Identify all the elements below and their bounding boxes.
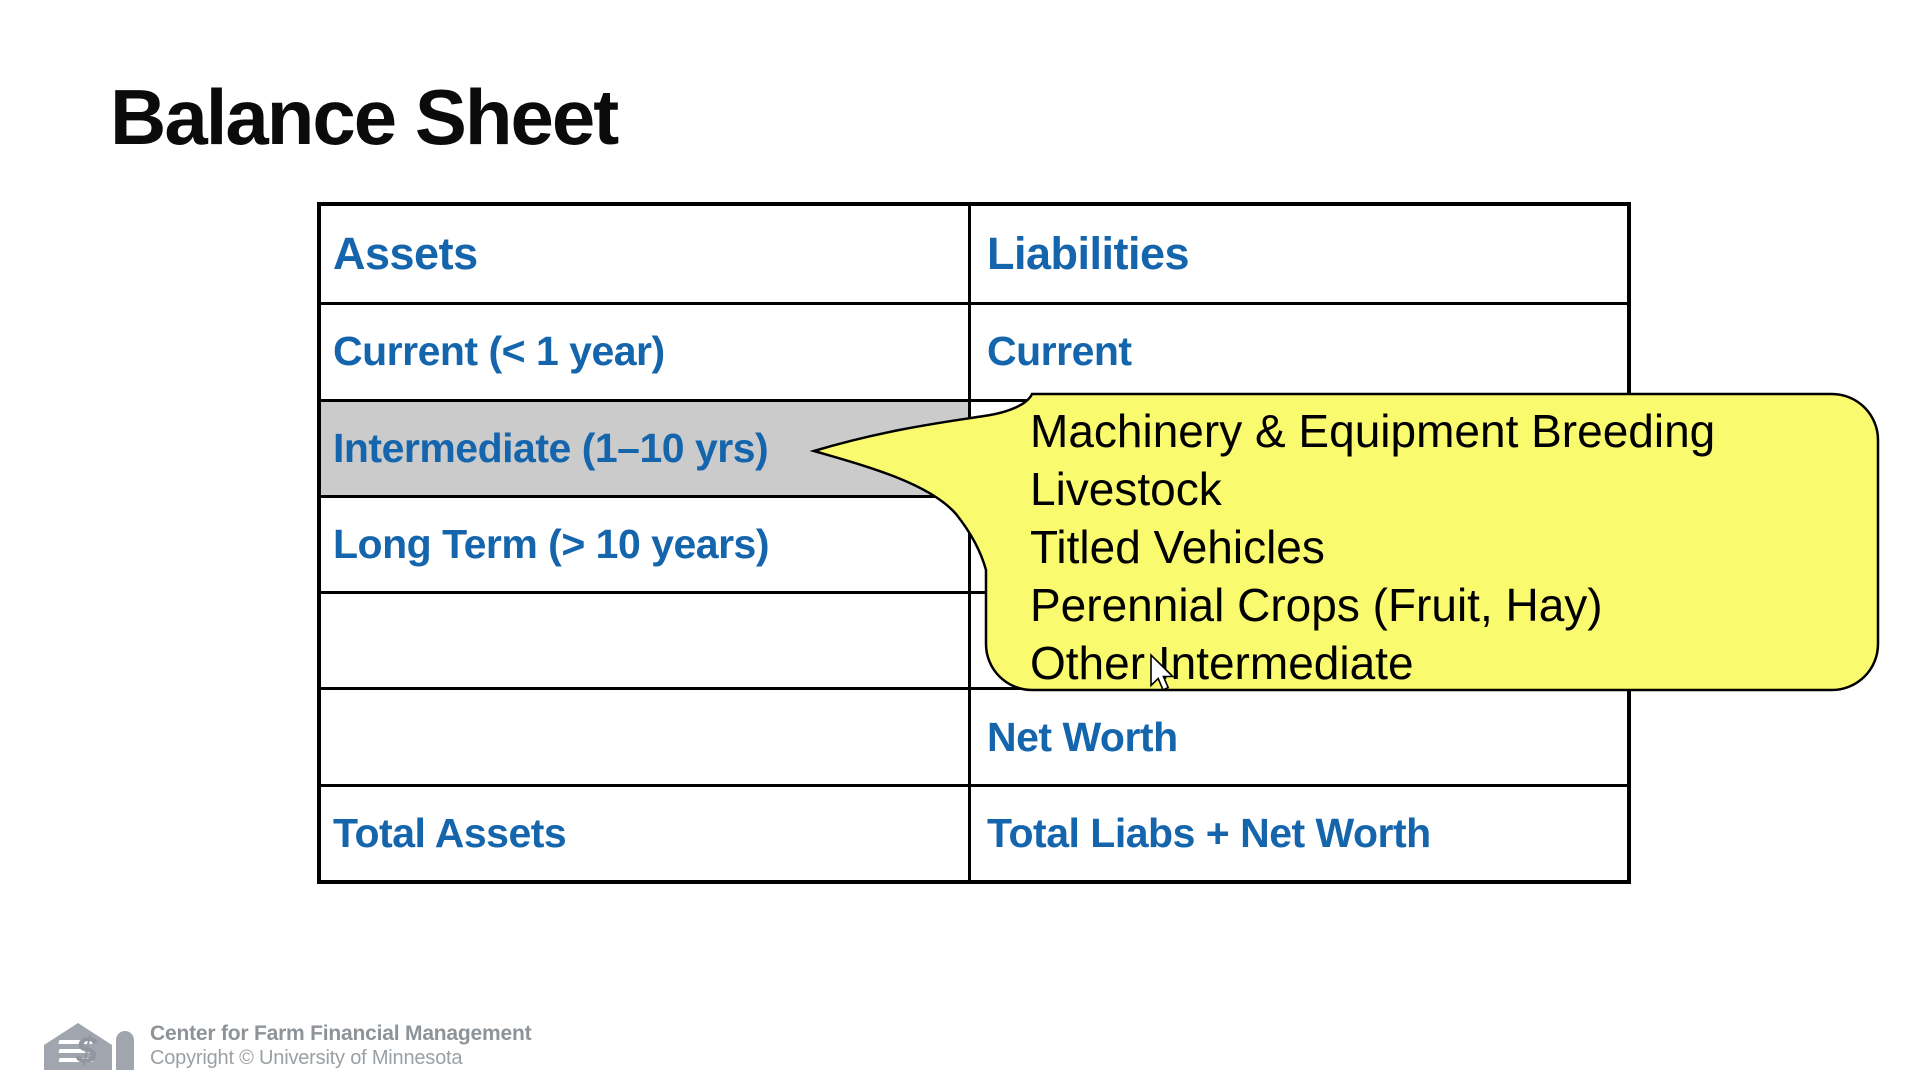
- cffm-barn-logo-icon: $: [44, 1023, 134, 1072]
- cell-assets-current: Current (< 1 year): [321, 302, 968, 398]
- page-title: Balance Sheet: [110, 73, 619, 161]
- footer-copyright: Copyright © University of Minnesota: [150, 1047, 463, 1069]
- callout-line: Other Intermediate: [1030, 637, 1414, 689]
- cell-liabilities-net-worth: Net Worth: [968, 687, 1627, 784]
- cell-assets-long-term: Long Term (> 10 years): [321, 494, 968, 591]
- column-header-liabilities: Liabilities: [968, 206, 1627, 303]
- cell-liabilities-total: Total Liabs + Net Worth: [968, 783, 1627, 880]
- cell-assets-intermediate: Intermediate (1–10 yrs): [321, 398, 968, 495]
- column-header-assets: Assets: [333, 228, 478, 280]
- footer-org-name: Center for Farm Financial Management: [150, 1022, 532, 1045]
- cell-assets-empty-2: [321, 687, 968, 783]
- cell-assets-empty-1: [321, 591, 968, 687]
- callout-line: Machinery & Equipment Breeding: [1030, 405, 1716, 457]
- callout-line: Titled Vehicles: [1030, 521, 1325, 573]
- cell-assets-total: Total Assets: [321, 783, 968, 880]
- callout-line: Livestock: [1030, 463, 1222, 515]
- svg-text:$: $: [75, 1030, 98, 1072]
- callout-text: Machinery & Equipment Breeding Livestock…: [1030, 402, 1715, 692]
- callout-line: Perennial Crops (Fruit, Hay): [1030, 579, 1603, 631]
- cell-liabilities-current: Current: [968, 302, 1627, 399]
